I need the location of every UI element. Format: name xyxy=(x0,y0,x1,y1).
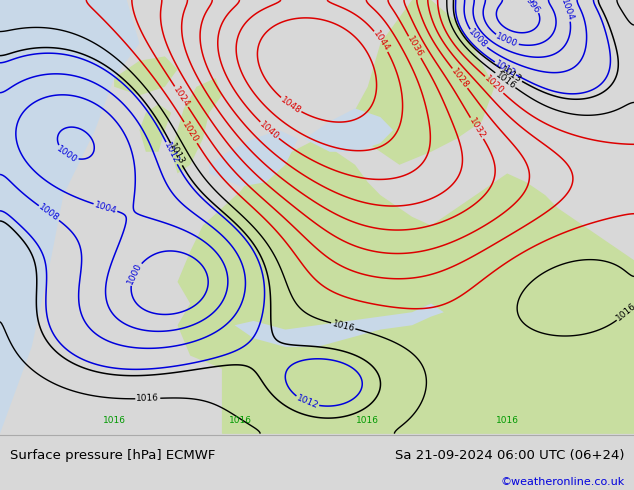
Polygon shape xyxy=(0,0,139,434)
Text: 1000: 1000 xyxy=(495,32,519,49)
Polygon shape xyxy=(178,139,634,434)
Polygon shape xyxy=(209,130,298,187)
Text: 1012: 1012 xyxy=(295,393,320,411)
Text: 1016: 1016 xyxy=(103,416,126,425)
Text: 1016: 1016 xyxy=(136,394,159,403)
Text: 1024: 1024 xyxy=(171,85,191,109)
Polygon shape xyxy=(0,0,114,87)
Text: 1013: 1013 xyxy=(499,65,524,85)
Text: 1032: 1032 xyxy=(467,116,487,140)
Text: 1004: 1004 xyxy=(559,0,574,22)
Text: 996: 996 xyxy=(524,0,541,15)
Text: 1012: 1012 xyxy=(493,59,517,78)
Polygon shape xyxy=(139,104,171,152)
Text: 1012: 1012 xyxy=(162,141,181,166)
Text: 1004: 1004 xyxy=(93,200,118,215)
Polygon shape xyxy=(235,304,444,347)
Text: 1036: 1036 xyxy=(405,35,424,59)
Polygon shape xyxy=(304,108,393,152)
Polygon shape xyxy=(349,0,495,165)
Polygon shape xyxy=(171,78,222,173)
Polygon shape xyxy=(222,399,634,434)
Polygon shape xyxy=(114,56,178,96)
Text: 1000: 1000 xyxy=(126,262,144,286)
Text: 1000: 1000 xyxy=(55,144,79,165)
Text: 1016: 1016 xyxy=(230,416,252,425)
Text: 1020: 1020 xyxy=(482,74,506,96)
Text: 1016: 1016 xyxy=(356,416,379,425)
Text: 1008: 1008 xyxy=(37,202,61,223)
Text: 1020: 1020 xyxy=(181,121,200,145)
Text: 1028: 1028 xyxy=(450,67,470,90)
Text: 1040: 1040 xyxy=(258,120,281,142)
Text: 1016: 1016 xyxy=(493,70,517,91)
Text: Sa 21-09-2024 06:00 UTC (06+24): Sa 21-09-2024 06:00 UTC (06+24) xyxy=(395,449,624,463)
Text: 1016: 1016 xyxy=(614,301,634,323)
Text: 1013: 1013 xyxy=(167,142,186,167)
Text: 1008: 1008 xyxy=(467,27,489,50)
Text: 1044: 1044 xyxy=(372,29,391,53)
Text: 1048: 1048 xyxy=(279,95,303,115)
Text: ©weatheronline.co.uk: ©weatheronline.co.uk xyxy=(500,477,624,487)
Text: Surface pressure [hPa] ECMWF: Surface pressure [hPa] ECMWF xyxy=(10,449,215,463)
Text: 1016: 1016 xyxy=(331,319,356,333)
Text: 1016: 1016 xyxy=(496,416,519,425)
